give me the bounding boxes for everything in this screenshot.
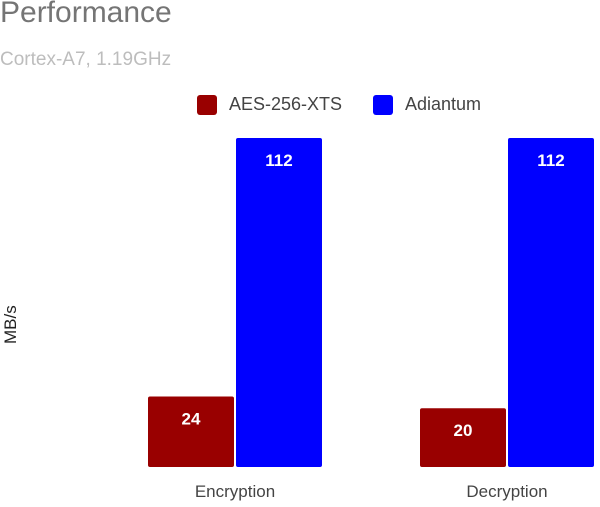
bar-value-label: 112: [537, 151, 564, 170]
chart-title: Performance: [0, 0, 172, 29]
legend-label-aes: AES-256-XTS: [229, 94, 343, 114]
legend-item-adiantum: Adiantum: [373, 94, 481, 115]
bar-value-label: 20: [454, 421, 473, 440]
chart-subtitle: Cortex-A7, 1.19GHz: [0, 49, 172, 70]
bar-encryption-aes-256-xts: [148, 396, 234, 467]
legend-label-adiantum: Adiantum: [405, 94, 482, 114]
legend-item-aes: AES-256-XTS: [197, 94, 342, 115]
legend-swatch-adiantum: [373, 94, 393, 115]
bar-encryption-adiantum: [236, 137, 322, 467]
bar-value-label: 112: [265, 151, 292, 170]
x-tick-label-decryption: Decryption: [466, 482, 547, 501]
x-tick-label-encryption: Encryption: [195, 482, 275, 501]
legend-swatch-aes: [197, 94, 217, 115]
bar-decryption-aes-256-xts: [420, 408, 506, 467]
bar-value-label: 24: [182, 409, 201, 428]
bar-decryption-adiantum: [508, 137, 594, 467]
